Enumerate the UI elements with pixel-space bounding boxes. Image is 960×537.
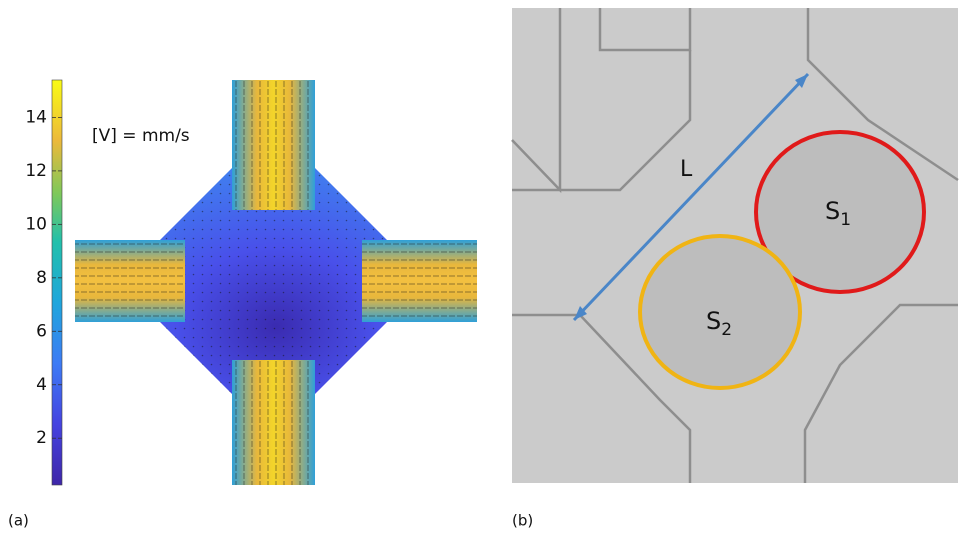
colorbar-tick-label: 2 [36, 428, 47, 448]
length-arrow [572, 72, 810, 322]
flow-field [75, 80, 477, 485]
droplet [754, 130, 926, 294]
droplet-name: S [706, 307, 721, 335]
panel-label: (b) [512, 512, 533, 530]
colorbar-tick-label: 14 [25, 107, 47, 127]
colorbar-tick-label: 12 [25, 161, 47, 181]
colorbar-tick-label: 10 [25, 214, 47, 234]
unit-label: [V] = mm/s [92, 126, 190, 146]
length-label: L [680, 157, 693, 182]
panel-label: (a) [8, 512, 29, 530]
colorbar-tick-label: 4 [36, 375, 47, 395]
colorbar [51, 79, 63, 486]
droplet-name: S [825, 197, 840, 225]
arrow-head [795, 74, 808, 88]
arrow-head [574, 306, 587, 320]
droplet-subscript: 1 [840, 210, 851, 230]
droplet-label: S1 [825, 197, 851, 230]
droplet-subscript: 2 [721, 320, 732, 340]
colorbar-tick-label: 8 [36, 268, 47, 288]
droplet-label: S2 [706, 307, 732, 340]
droplet [638, 234, 802, 390]
colorbar-tick-label: 6 [36, 321, 47, 341]
